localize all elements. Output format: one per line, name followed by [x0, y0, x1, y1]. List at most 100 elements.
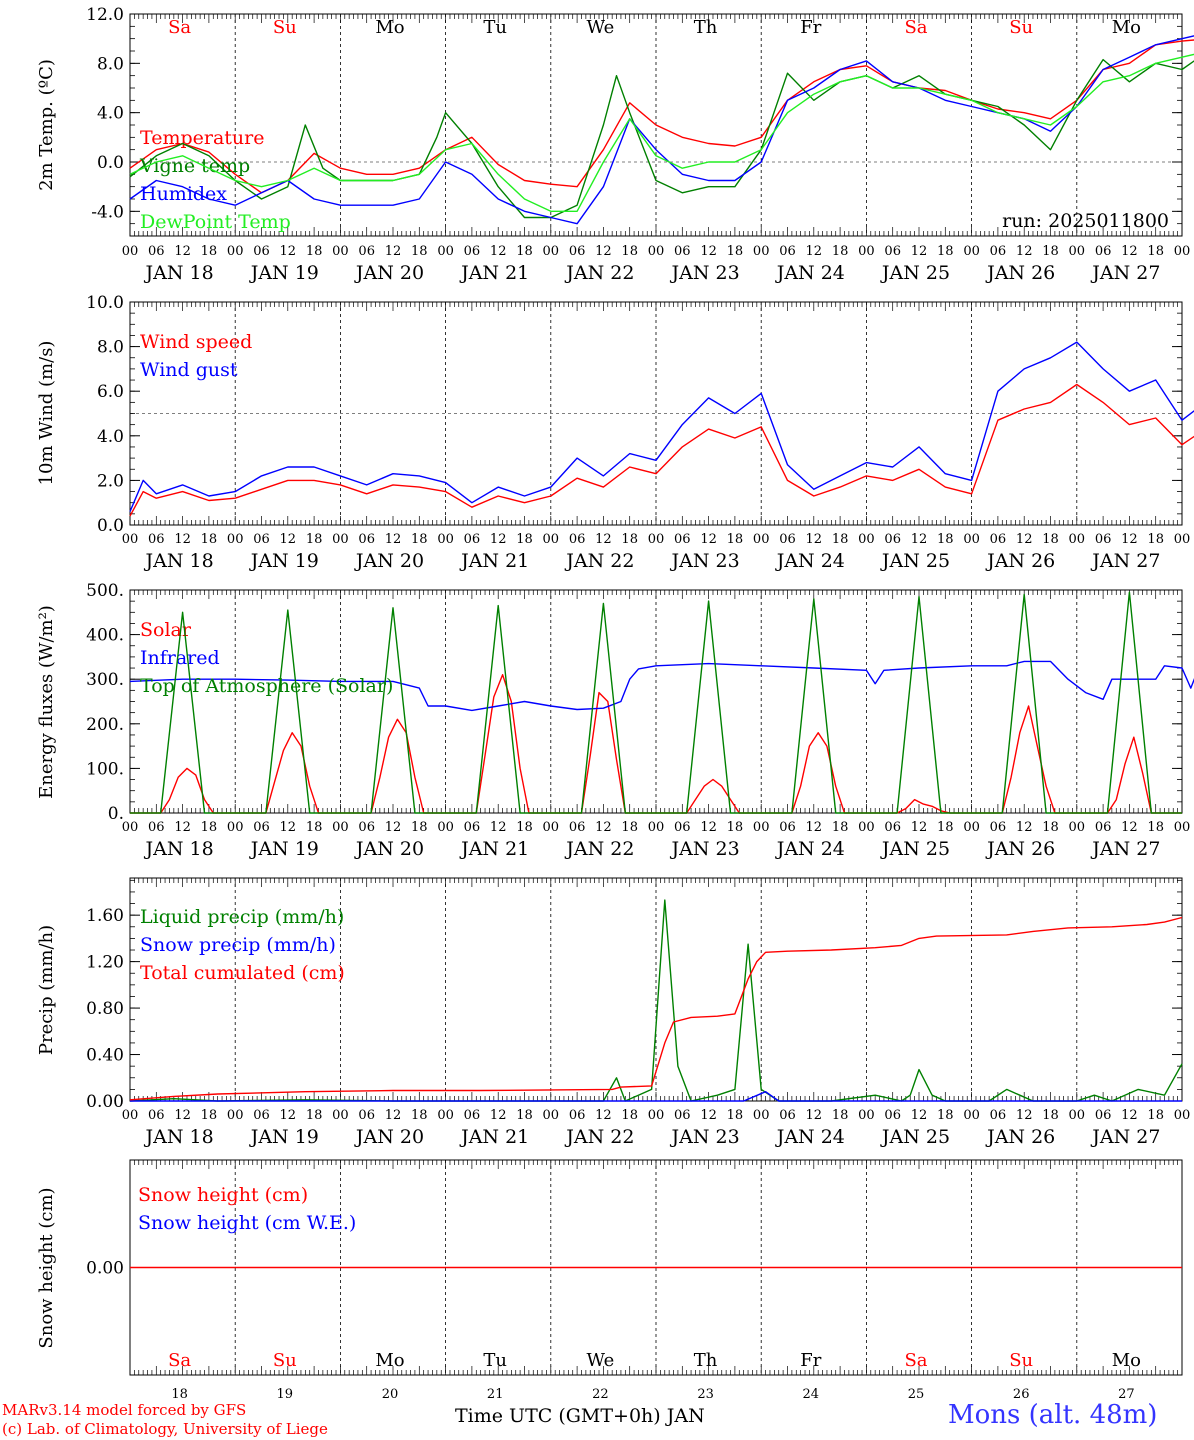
- hour-tick-label: 00: [332, 532, 349, 547]
- y-tick-label: 1.60: [86, 906, 124, 926]
- date-label: JAN 26: [985, 550, 1055, 572]
- hour-tick-label: 18: [411, 1108, 428, 1123]
- date-label: JAN 26: [985, 1126, 1055, 1148]
- series-line: [130, 1090, 1182, 1102]
- hour-tick-label: 12: [280, 1108, 297, 1123]
- hour-tick-label: 12: [385, 532, 402, 547]
- hour-tick-label: 00: [543, 532, 560, 547]
- date-label: JAN 23: [670, 550, 740, 572]
- legend-entry: Vigne temp: [139, 155, 250, 177]
- day-abbr-label: Tu: [483, 1350, 507, 1371]
- hour-tick-label: 06: [253, 820, 270, 835]
- y-tick-label: 0.: [108, 804, 124, 824]
- hour-tick-label: 12: [1121, 244, 1138, 259]
- hour-tick-label: 00: [543, 244, 560, 259]
- hour-tick-label: 00: [543, 1108, 560, 1123]
- date-label: JAN 19: [249, 838, 319, 860]
- hour-tick-label: 18: [411, 244, 428, 259]
- hour-tick-label: 06: [148, 532, 165, 547]
- y-tick-label: 0.00: [86, 1259, 124, 1279]
- hour-tick-label: 18: [516, 532, 533, 547]
- hour-tick-label: 12: [595, 1108, 612, 1123]
- hour-tick-label: 18: [1042, 532, 1059, 547]
- y-axis-label: Precip (mm/h): [36, 925, 57, 1055]
- legend-entry: Infrared: [140, 647, 220, 669]
- day-abbr-label: Th: [694, 1350, 718, 1371]
- date-label: JAN 21: [459, 1126, 529, 1148]
- hour-tick-label: 18: [411, 532, 428, 547]
- hour-tick-label: 18: [937, 532, 954, 547]
- hour-tick-label: 18: [832, 1108, 849, 1123]
- hour-tick-label: 00: [963, 532, 980, 547]
- day-abbr-label: Sa: [168, 17, 191, 38]
- hour-tick-label: 12: [490, 532, 507, 547]
- hour-tick-label: 18: [937, 1108, 954, 1123]
- day-number-label: 24: [803, 1387, 820, 1402]
- series-line: [129, 35, 1194, 225]
- time-axis-label: Time UTC (GMT+0h) JAN: [455, 1405, 705, 1427]
- day-abbr-label: Mo: [1112, 17, 1141, 38]
- hour-tick-label: 00: [858, 244, 875, 259]
- day-abbr-label: Su: [1009, 17, 1033, 38]
- hour-tick-label: 18: [306, 532, 323, 547]
- date-label: JAN 21: [459, 262, 529, 284]
- date-label: JAN 24: [775, 1126, 845, 1148]
- date-label: JAN 27: [1090, 262, 1160, 284]
- hour-tick-label: 00: [1069, 820, 1086, 835]
- hour-tick-label: 00: [332, 1108, 349, 1123]
- day-number-label: 20: [382, 1387, 399, 1402]
- legend-entry: Snow height (cm W.E.): [138, 1212, 356, 1234]
- date-label: JAN 27: [1090, 1126, 1160, 1148]
- date-label: JAN 24: [775, 838, 845, 860]
- hour-tick-label: 18: [621, 820, 638, 835]
- date-label: JAN 21: [459, 838, 529, 860]
- hour-tick-label: 00: [1174, 532, 1191, 547]
- hour-tick-label: 12: [385, 820, 402, 835]
- date-label: JAN 21: [459, 550, 529, 572]
- day-number-label: 21: [487, 1387, 504, 1402]
- hour-tick-label: 18: [306, 820, 323, 835]
- hour-tick-label: 06: [674, 244, 691, 259]
- hour-tick-label: 00: [648, 820, 665, 835]
- date-label: JAN 26: [985, 262, 1055, 284]
- hour-tick-label: 00: [1069, 532, 1086, 547]
- series-line: [129, 53, 1194, 213]
- hour-tick-label: 06: [779, 244, 796, 259]
- y-tick-label: 200.: [86, 715, 124, 735]
- model-credit: MARv3.14 model forced by GFS: [2, 1401, 247, 1419]
- hour-tick-label: 00: [437, 820, 454, 835]
- day-abbr-label: We: [587, 1350, 615, 1371]
- date-label: JAN 18: [144, 262, 214, 284]
- hour-tick-label: 06: [253, 532, 270, 547]
- hour-tick-label: 18: [1147, 820, 1164, 835]
- hour-tick-label: 18: [201, 532, 218, 547]
- hour-tick-label: 06: [148, 244, 165, 259]
- y-tick-label: 2.0: [97, 471, 124, 491]
- hour-tick-label: 00: [963, 820, 980, 835]
- panel-2: 0.0 2.0 4.0 6.0 8.0 10.0 10m Wind (m/s) 00 06 12 1…: [36, 293, 1194, 572]
- hour-tick-label: 12: [806, 244, 823, 259]
- hour-tick-label: 18: [727, 532, 744, 547]
- hour-tick-label: 06: [148, 1108, 165, 1123]
- hour-tick-label: 00: [122, 1108, 139, 1123]
- hour-tick-label: 00: [648, 532, 665, 547]
- hour-tick-label: 12: [385, 244, 402, 259]
- hour-tick-label: 06: [884, 820, 901, 835]
- legend-entry: Total cumulated (cm): [140, 962, 345, 984]
- hour-tick-label: 18: [937, 244, 954, 259]
- y-axis-label: Energy fluxes (W/m²): [36, 605, 57, 799]
- hour-tick-label: 12: [595, 820, 612, 835]
- hour-tick-label: 12: [1121, 1108, 1138, 1123]
- y-tick-label: 12.0: [86, 5, 124, 25]
- hour-tick-label: 18: [727, 244, 744, 259]
- hour-tick-label: 12: [911, 532, 928, 547]
- y-tick-label: 6.0: [97, 382, 124, 402]
- hour-tick-label: 12: [490, 820, 507, 835]
- hour-tick-label: 18: [832, 532, 849, 547]
- hour-tick-label: 06: [674, 532, 691, 547]
- series-line: [129, 39, 1194, 194]
- hour-tick-label: 00: [122, 244, 139, 259]
- date-label: JAN 20: [354, 838, 424, 860]
- hour-tick-label: 00: [227, 244, 244, 259]
